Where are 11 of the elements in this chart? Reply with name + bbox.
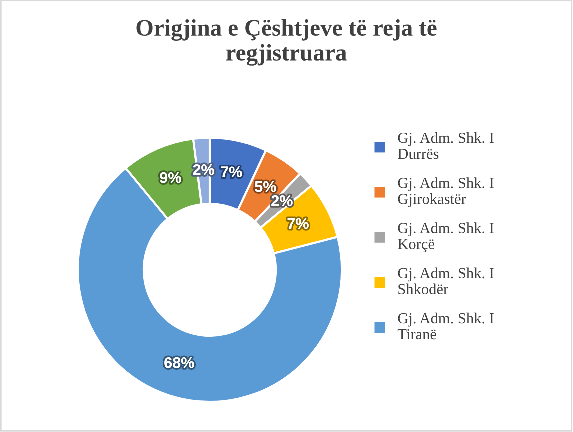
legend-label: Gj. Adm. Shk. I Shkodër <box>398 268 494 295</box>
data-label: 7% <box>288 218 309 230</box>
legend-label: Gj. Adm. Shk. I Gjirokastër <box>398 178 494 208</box>
legend-label: Gj. Adm. Shk. I Tiranë <box>398 312 494 340</box>
data-label: 7% <box>221 166 242 178</box>
data-label: 68% <box>164 357 194 368</box>
data-label: 9% <box>160 172 182 184</box>
data-label: 5% <box>255 181 276 192</box>
chart-title: Origjina e Çështjeve të reja të regjistruara <box>136 19 437 66</box>
legend-label: Gj. Adm. Shk. I Korçë <box>398 222 494 253</box>
legend-label: Gj. Adm. Shk. I Durrës <box>398 132 494 160</box>
